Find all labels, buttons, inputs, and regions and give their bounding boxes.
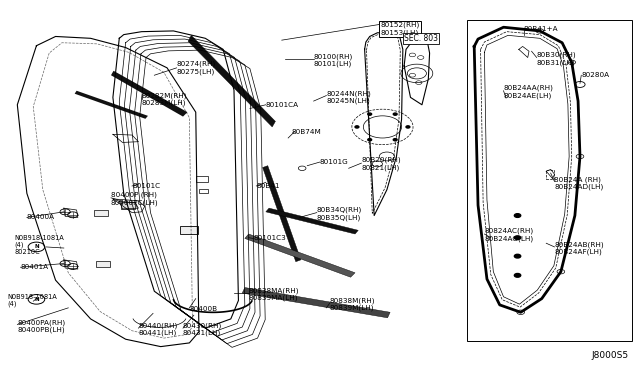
Circle shape (355, 126, 359, 128)
Polygon shape (245, 234, 355, 277)
Text: 80280A: 80280A (581, 72, 609, 78)
Text: 80101CA: 80101CA (266, 102, 299, 108)
Text: SEC. 803: SEC. 803 (404, 34, 438, 43)
Text: 80B41+A: 80B41+A (524, 26, 559, 32)
Text: 80152(RH)
80153(LH): 80152(RH) 80153(LH) (381, 22, 420, 36)
Circle shape (406, 126, 410, 128)
Text: 80838MA(RH)
80839MA(LH): 80838MA(RH) 80839MA(LH) (248, 287, 299, 301)
Bar (121, 202, 135, 209)
Text: 80440(RH)
80441(LH): 80440(RH) 80441(LH) (138, 322, 178, 336)
Text: 80100(RH)
80101(LH): 80100(RH) 80101(LH) (314, 54, 353, 67)
Text: 80101G: 80101G (320, 159, 349, 165)
Circle shape (515, 214, 521, 217)
Text: 80838M(RH)
80839M(LH): 80838M(RH) 80839M(LH) (330, 297, 375, 311)
Text: 80400A: 80400A (27, 214, 55, 220)
Text: N0B918-1081A
(4): N0B918-1081A (4) (8, 294, 58, 307)
Text: 80B34Q(RH)
80B35Q(LH): 80B34Q(RH) 80B35Q(LH) (317, 207, 362, 221)
Text: 80B20(RH)
80821(LH): 80B20(RH) 80821(LH) (362, 157, 401, 171)
Bar (196, 176, 209, 182)
Text: 80152(RH)
80153(LH): 80152(RH) 80153(LH) (381, 22, 420, 36)
Text: 80101C: 80101C (132, 183, 160, 189)
Text: 80101C3: 80101C3 (253, 235, 286, 241)
Text: 80824AC(RH)
80B24AG(LH): 80824AC(RH) 80B24AG(LH) (484, 228, 534, 242)
Text: 80B24AA(RH)
80B24AE(LH): 80B24AA(RH) 80B24AE(LH) (504, 85, 554, 99)
Text: N: N (34, 297, 39, 302)
Text: 80401A: 80401A (20, 264, 49, 270)
Text: 80B41: 80B41 (256, 183, 280, 189)
Polygon shape (111, 71, 188, 116)
Circle shape (515, 273, 521, 277)
Text: 80400P (RH)
80400PC(LH): 80400P (RH) 80400PC(LH) (111, 192, 159, 206)
Polygon shape (188, 35, 275, 127)
Text: 80282M(RH)
80283M(LH): 80282M(RH) 80283M(LH) (141, 92, 187, 106)
Bar (545, 170, 554, 179)
Text: N: N (34, 244, 39, 249)
Circle shape (515, 254, 521, 258)
Text: 80400PA(RH)
80400PB(LH): 80400PA(RH) 80400PB(LH) (17, 319, 65, 333)
Circle shape (394, 139, 397, 141)
Text: 80244N(RH)
80245N(LH): 80244N(RH) 80245N(LH) (326, 90, 371, 105)
Bar (180, 226, 198, 234)
Bar (467, 20, 632, 341)
Text: 80B24AB(RH)
80B24AF(LH): 80B24AB(RH) 80B24AF(LH) (554, 241, 604, 255)
Bar (94, 211, 108, 216)
Text: 80B30(RH)
80B31(LH): 80B30(RH) 80B31(LH) (537, 52, 576, 65)
Polygon shape (75, 91, 148, 119)
Text: SEC. 803: SEC. 803 (404, 34, 438, 43)
Text: 80B24A (RH)
80B24AD(LH): 80B24A (RH) 80B24AD(LH) (554, 176, 604, 190)
Polygon shape (262, 166, 301, 262)
Text: J8000S5: J8000S5 (592, 351, 629, 360)
Circle shape (368, 139, 372, 141)
Text: 80430(RH)
80431(LH): 80430(RH) 80431(LH) (183, 322, 222, 336)
Text: 80400B: 80400B (189, 305, 218, 312)
Polygon shape (266, 208, 358, 234)
Text: 80274(RH)
80275(LH): 80274(RH) 80275(LH) (177, 61, 216, 75)
Polygon shape (243, 288, 390, 318)
Text: 80B74M: 80B74M (291, 129, 321, 135)
Text: N0B918-1081A
(4)
80210C: N0B918-1081A (4) 80210C (14, 235, 64, 255)
Circle shape (515, 236, 521, 240)
Circle shape (368, 113, 372, 115)
Circle shape (394, 113, 397, 115)
Bar (199, 189, 208, 193)
Bar (96, 261, 109, 267)
